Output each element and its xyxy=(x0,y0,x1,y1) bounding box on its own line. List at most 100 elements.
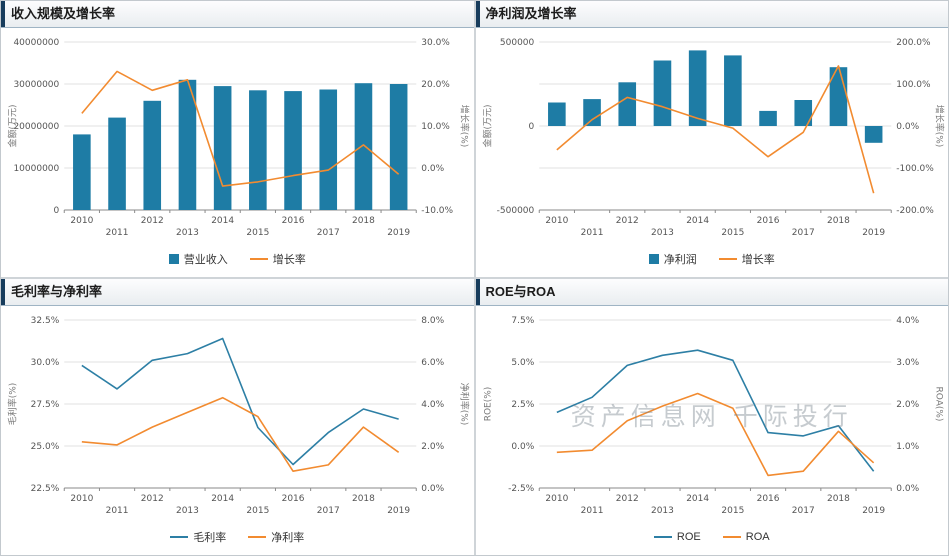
legend-label: ROE xyxy=(676,531,701,543)
svg-text:1.0%: 1.0% xyxy=(896,442,919,452)
svg-text:20000000: 20000000 xyxy=(13,122,59,132)
legend-item[interactable]: 净利率 xyxy=(248,529,304,545)
svg-text:2010: 2010 xyxy=(545,216,568,226)
panel-net-profit-growth: 净利润及增长率 500000 200.0% 100.0% 0 0.0% -100.0% -5… xyxy=(475,1,949,277)
svg-text:20.0%: 20.0% xyxy=(421,80,450,90)
legend-bar-swatch xyxy=(168,254,179,264)
legend-item[interactable]: 增长率 xyxy=(718,251,775,267)
svg-text:2014: 2014 xyxy=(211,494,234,504)
panel-title: 净利润及增长率 xyxy=(485,6,577,21)
legend-item[interactable]: ROE xyxy=(653,531,701,543)
panel-header: 净利润及增长率 xyxy=(475,1,948,28)
panel-margins: 毛利率与净利率 32.5% 8.0% 30.0% 6.0% 27.5% 4.0% 25.0%… xyxy=(1,279,474,555)
svg-text:2017: 2017 xyxy=(317,228,340,238)
svg-text:0.0%: 0.0% xyxy=(421,164,444,174)
svg-text:4.0%: 4.0% xyxy=(896,316,919,326)
svg-text:2018: 2018 xyxy=(352,216,375,226)
chart-legend: 净利润 增长率 xyxy=(476,244,949,274)
svg-text:增长率(%): 增长率(%) xyxy=(933,105,945,148)
panel-title: ROE与ROA xyxy=(485,284,556,299)
svg-text:-10.0%: -10.0% xyxy=(421,206,453,216)
svg-text:2015: 2015 xyxy=(246,228,269,238)
svg-text:0.0%: 0.0% xyxy=(421,484,444,494)
svg-text:40000000: 40000000 xyxy=(13,38,59,48)
legend-line-swatch xyxy=(653,536,672,538)
svg-text:30000000: 30000000 xyxy=(13,80,59,90)
svg-text:2011: 2011 xyxy=(106,228,129,238)
chart-legend: ROE ROA xyxy=(476,522,949,552)
panel-title: 收入规模及增长率 xyxy=(11,6,116,21)
svg-text:金额(万元): 金额(万元) xyxy=(481,104,493,147)
svg-text:2015: 2015 xyxy=(721,228,744,238)
svg-text:2017: 2017 xyxy=(791,228,814,238)
svg-text:2010: 2010 xyxy=(545,494,568,504)
svg-text:6.0%: 6.0% xyxy=(421,358,444,368)
svg-text:2.5%: 2.5% xyxy=(511,400,534,410)
svg-text:10000000: 10000000 xyxy=(13,164,59,174)
svg-text:2013: 2013 xyxy=(650,228,673,238)
svg-text:3.0%: 3.0% xyxy=(896,358,919,368)
net-profit-growth-chart: 500000 200.0% 100.0% 0 0.0% -100.0% -500000 -20… xyxy=(476,30,949,244)
roe-roa-chart: 7.5% 4.0% 5.0% 3.0% 2.5% 2.0% 0.0% 1.0% -2.5% 0.0… xyxy=(476,308,949,522)
svg-text:金额(万元): 金额(万元) xyxy=(6,104,18,147)
panel-header: 毛利率与净利率 xyxy=(1,279,474,306)
svg-text:2014: 2014 xyxy=(211,216,234,226)
svg-text:30.0%: 30.0% xyxy=(31,358,60,368)
svg-text:2013: 2013 xyxy=(650,506,673,516)
svg-text:4.0%: 4.0% xyxy=(421,400,444,410)
svg-text:100.0%: 100.0% xyxy=(896,80,931,90)
header-accent-bar xyxy=(1,279,5,305)
svg-text:2019: 2019 xyxy=(387,228,410,238)
svg-text:-500000: -500000 xyxy=(496,206,534,216)
legend-label: 增长率 xyxy=(741,254,775,266)
svg-text:增长率(%): 增长率(%) xyxy=(458,105,470,148)
svg-text:2015: 2015 xyxy=(721,506,744,516)
svg-text:2018: 2018 xyxy=(352,494,375,504)
svg-text:2019: 2019 xyxy=(862,228,885,238)
legend-line-swatch xyxy=(722,536,741,538)
svg-text:2012: 2012 xyxy=(615,494,638,504)
svg-text:2.0%: 2.0% xyxy=(896,400,919,410)
svg-text:2012: 2012 xyxy=(615,216,638,226)
svg-text:500000: 500000 xyxy=(499,38,534,48)
panel-title: 毛利率与净利率 xyxy=(11,284,103,299)
svg-text:2011: 2011 xyxy=(106,506,129,516)
svg-text:7.5%: 7.5% xyxy=(511,316,534,326)
legend-line-swatch xyxy=(249,258,268,260)
legend-line-swatch xyxy=(718,258,737,260)
svg-text:2012: 2012 xyxy=(141,494,164,504)
svg-text:0: 0 xyxy=(54,206,60,216)
panel-header: 收入规模及增长率 xyxy=(1,1,474,28)
header-accent-bar xyxy=(1,1,5,27)
legend-item[interactable]: 营业收入 xyxy=(168,251,228,267)
legend-label: 净利率 xyxy=(271,532,305,544)
svg-text:2014: 2014 xyxy=(686,216,709,226)
svg-text:2019: 2019 xyxy=(387,506,410,516)
svg-text:净利率(%): 净利率(%) xyxy=(458,383,470,426)
chart-legend: 营业收入 增长率 xyxy=(1,244,474,274)
legend-item[interactable]: 增长率 xyxy=(249,251,306,267)
chart-legend: 毛利率 净利率 xyxy=(1,522,474,552)
legend-item[interactable]: 净利润 xyxy=(648,251,697,267)
svg-text:2018: 2018 xyxy=(826,494,849,504)
svg-text:32.5%: 32.5% xyxy=(31,316,60,326)
svg-text:2010: 2010 xyxy=(70,216,93,226)
legend-item[interactable]: ROA xyxy=(722,531,770,543)
svg-text:30.0%: 30.0% xyxy=(421,38,450,48)
svg-text:-2.5%: -2.5% xyxy=(508,484,535,494)
svg-text:2.0%: 2.0% xyxy=(421,442,444,452)
svg-text:-100.0%: -100.0% xyxy=(896,164,934,174)
svg-text:25.0%: 25.0% xyxy=(31,442,60,452)
legend-label: ROA xyxy=(745,531,770,543)
legend-label: 毛利率 xyxy=(193,532,227,544)
svg-text:ROA(%): ROA(%) xyxy=(933,387,943,422)
svg-text:毛利率(%): 毛利率(%) xyxy=(6,383,18,426)
svg-text:2019: 2019 xyxy=(862,506,885,516)
legend-item[interactable]: 毛利率 xyxy=(170,529,226,545)
legend-label: 增长率 xyxy=(272,254,306,266)
panel-header: ROE与ROA xyxy=(475,279,948,306)
svg-text:5.0%: 5.0% xyxy=(511,358,534,368)
svg-text:0.0%: 0.0% xyxy=(511,442,534,452)
svg-text:2018: 2018 xyxy=(826,216,849,226)
